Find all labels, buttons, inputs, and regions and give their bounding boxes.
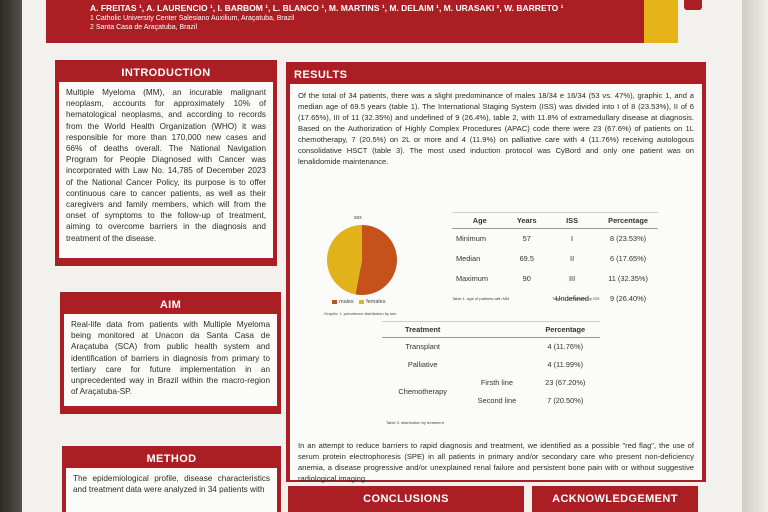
table-cell: 4 (11.99%): [547, 360, 584, 369]
pie-chart-title: sex: [354, 215, 362, 221]
sex-pie-chart: [327, 225, 397, 295]
wall-right: [742, 0, 768, 512]
legend-swatch-males: [332, 299, 337, 304]
table-row: Palliative 4 (11.99%): [382, 356, 600, 374]
results-section: RESULTS Of the total of 34 patients, the…: [286, 62, 706, 483]
wall-left: [0, 0, 22, 512]
table-row: II 6 (17.65%): [546, 249, 658, 269]
table-cell: 23 (67.20%): [545, 378, 586, 387]
method-section: METHOD The epidemiological profile, dise…: [62, 446, 281, 512]
aim-title: AIM: [159, 299, 182, 311]
table-header: Treatment: [382, 321, 464, 338]
table-cell: 9 (26.40%): [609, 294, 647, 303]
aim-section: AIM Real-life data from patients with Mu…: [60, 292, 281, 414]
graphic-1-caption: Graphic 1. prevalence distribution by se…: [324, 311, 397, 316]
table-cell: 90: [522, 274, 531, 283]
affiliation-1: 1 Catholic University Center Salesiano A…: [90, 15, 295, 22]
table-row: Chemotherapy Firsth line 23 (67.20%): [382, 374, 600, 396]
header-banner: A. FREITAS ¹, A. LAURENCIO ¹, I. BARBOM …: [46, 0, 678, 43]
results-title: RESULTS: [294, 69, 348, 81]
table-row: Undefined 9 (26.40%): [546, 289, 658, 309]
table-1-caption: Table 1. age of patients with MM: [452, 296, 510, 301]
results-paragraph-2: In an attempt to reduce barriers to rapi…: [298, 441, 694, 483]
table-header: ISS: [546, 212, 599, 229]
table-cell: 8 (23.53%): [609, 234, 647, 244]
corner-badge: [684, 0, 702, 10]
table-2-caption: Table 2. prevalence by ISS: [552, 296, 600, 301]
table-row: Second line 7 (20.50%): [382, 392, 600, 410]
table-age: Age Years Minimum 57 Median 69.5 Maximum…: [452, 212, 546, 289]
table-header: [463, 321, 531, 338]
table-header: Years: [507, 212, 546, 229]
aim-text: Real-life data from patients with Multip…: [71, 320, 270, 397]
table-cell: Transplant: [405, 342, 440, 352]
table-header: Percentage: [598, 212, 658, 229]
table-cell: Minimum: [456, 234, 486, 244]
table-cell: Maximum: [456, 274, 489, 283]
table-cell: II: [570, 254, 575, 263]
table-cell: 11 (32.35%): [608, 274, 648, 283]
legend-swatch-females: [359, 299, 365, 304]
table-cell: Undefined: [555, 294, 589, 303]
table-row: III 11 (32.35%): [546, 269, 658, 289]
introduction-section: INTRODUCTION Multiple Myeloma (MM), an i…: [55, 60, 277, 266]
table-row: Median 69.5: [452, 249, 546, 269]
table-cell: III: [568, 274, 576, 283]
table-cell: 69.5: [519, 254, 534, 263]
table-cell: Firsth line: [480, 378, 513, 387]
acknowledgement-title: ACKNOWLEDGEMENT: [552, 493, 678, 505]
table-row: Maximum 90: [452, 269, 546, 289]
conclusions-title: CONCLUSIONS: [363, 493, 449, 505]
conclusions-section: CONCLUSIONS: [288, 486, 524, 512]
acknowledgement-section: ACKNOWLEDGEMENT: [532, 486, 698, 512]
legend-label-males: males: [339, 299, 354, 305]
table-3-caption: Table 3. distribution by treatment: [386, 420, 444, 425]
table-cell: 4 (11.76%): [547, 342, 584, 352]
table-iss: ISS Percentage I 8 (23.53%) II 6 (17.65%…: [546, 212, 658, 309]
table-row: I 8 (23.53%): [546, 229, 658, 249]
table-cell: Chemotherapy: [398, 387, 447, 396]
header-accent: [644, 0, 678, 43]
table-cell: 7 (20.50%): [547, 396, 584, 405]
pie-slice-males: [355, 225, 397, 295]
table-treatment: Treatment Percentage Transplant 4 (11.76…: [382, 321, 600, 410]
introduction-text: Multiple Myeloma (MM), an incurable mali…: [66, 88, 266, 243]
results-paragraph-1: Of the total of 34 patients, there was a…: [298, 91, 694, 166]
table-cell: Median: [456, 254, 481, 263]
table-cell: 6 (17.65%): [609, 254, 647, 263]
pie-slice-females: [327, 225, 362, 295]
table-cell: Second line: [477, 396, 517, 405]
table-row: Transplant 4 (11.76%): [382, 338, 600, 356]
table-cell: Palliative: [407, 360, 438, 369]
affiliation-2: 2 Santa Casa de Araçatuba, Brazil: [90, 24, 198, 31]
legend-label-females: females: [366, 299, 386, 305]
method-title: METHOD: [146, 453, 197, 465]
pie-legend: males females: [328, 299, 385, 305]
introduction-title: INTRODUCTION: [121, 67, 211, 79]
table-header: Age: [452, 212, 508, 229]
table-cell: I: [571, 234, 574, 244]
table-row: Minimum 57: [452, 229, 546, 249]
authors: A. FREITAS ¹, A. LAURENCIO ¹, I. BARBOM …: [90, 3, 564, 13]
table-cell: 57: [522, 234, 531, 244]
poster: A. FREITAS ¹, A. LAURENCIO ¹, I. BARBOM …: [22, 0, 742, 512]
table-header: Percentage: [530, 321, 600, 338]
method-text: The epidemiological profile, disease cha…: [73, 474, 270, 495]
